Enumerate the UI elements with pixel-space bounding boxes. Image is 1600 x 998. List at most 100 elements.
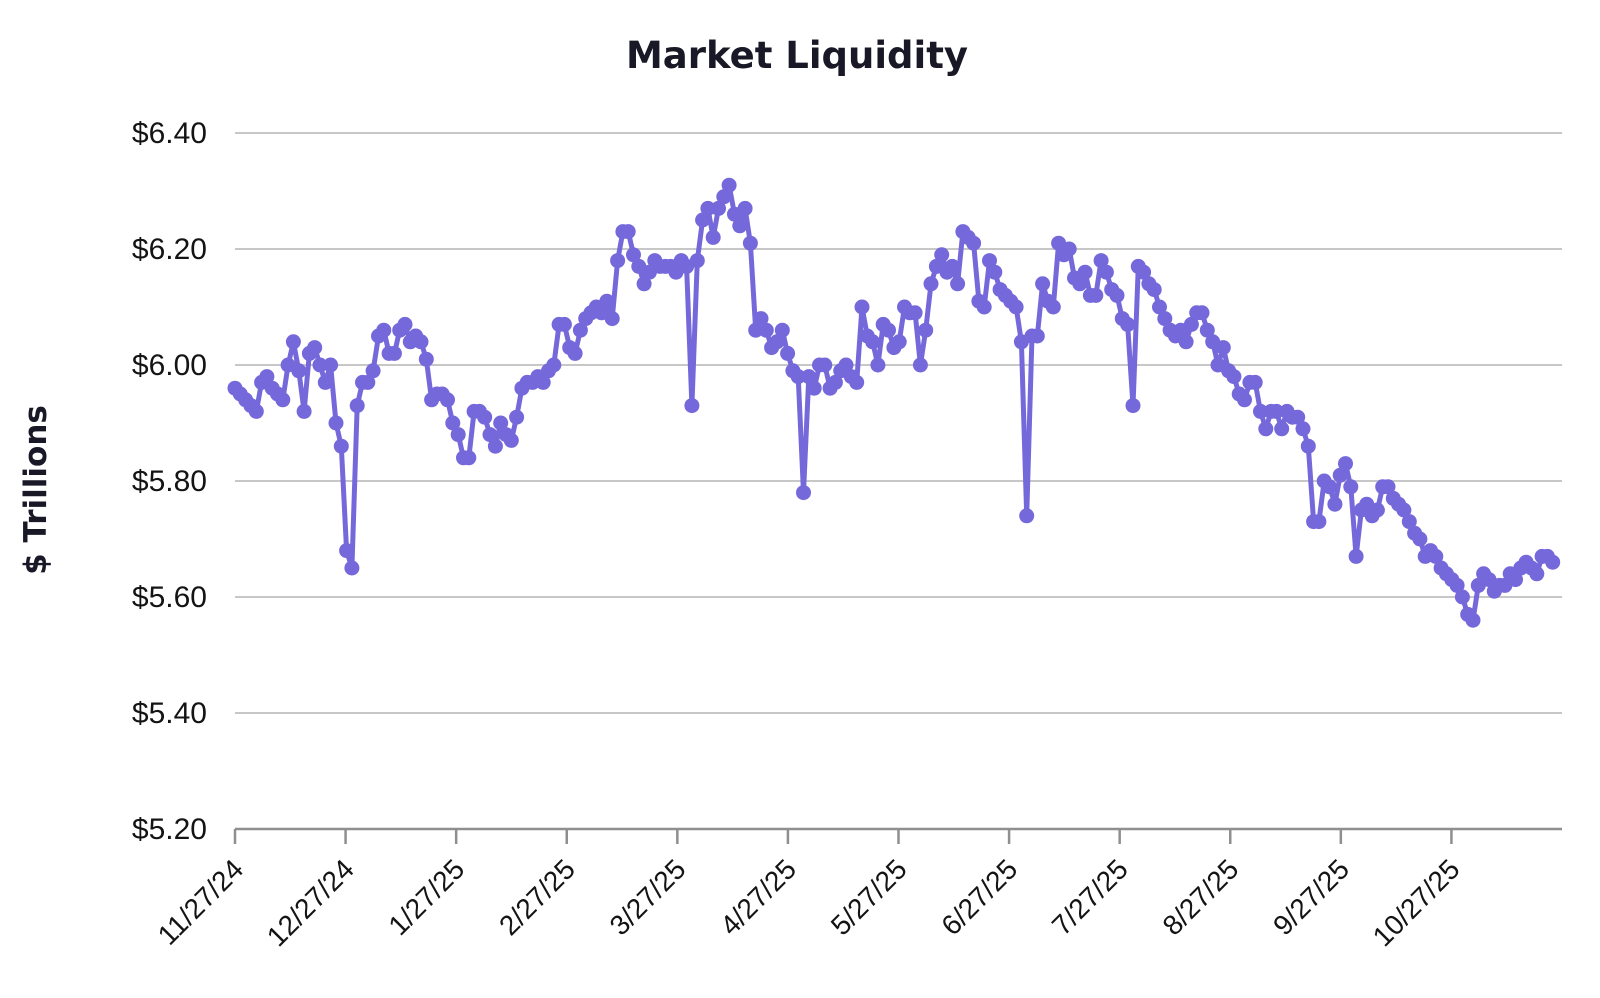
- data-point: [1098, 264, 1114, 280]
- x-tick-label: 5/27/25: [825, 853, 913, 941]
- x-tick-label: 6/27/25: [935, 853, 1023, 941]
- y-axis-title: $ Trillions: [18, 405, 54, 575]
- data-point: [323, 357, 339, 373]
- data-point: [1529, 566, 1545, 582]
- data-point: [1199, 322, 1215, 338]
- y-tick-label: $5.60: [132, 581, 207, 614]
- data-point: [1300, 438, 1316, 454]
- data-point: [907, 305, 923, 321]
- x-tick-label: 3/27/25: [604, 853, 692, 941]
- data-point: [535, 374, 551, 390]
- data-point: [1268, 403, 1284, 419]
- data-point: [333, 438, 349, 454]
- data-point: [1247, 374, 1263, 390]
- data-point: [482, 427, 498, 443]
- y-tick-label: $5.20: [132, 813, 207, 846]
- data-point: [742, 235, 758, 251]
- data-point: [966, 235, 982, 251]
- data-point: [923, 276, 939, 292]
- y-tick-label: $5.40: [132, 697, 207, 730]
- data-point: [689, 253, 705, 269]
- data-point: [1178, 334, 1194, 350]
- data-point: [1295, 421, 1311, 437]
- data-point: [328, 415, 344, 431]
- data-point: [285, 334, 301, 350]
- data-point: [349, 398, 365, 414]
- data-point: [817, 357, 833, 373]
- data-point: [450, 427, 466, 443]
- data-point: [344, 560, 360, 576]
- data-point: [556, 316, 572, 332]
- data-point: [503, 432, 519, 448]
- data-point: [849, 374, 865, 390]
- data-point: [1019, 508, 1035, 524]
- data-point: [1088, 287, 1104, 303]
- data-point: [684, 398, 700, 414]
- data-point: [445, 415, 461, 431]
- data-point: [626, 247, 641, 263]
- data-point: [976, 299, 992, 315]
- data-point: [1061, 241, 1077, 257]
- data-point: [296, 403, 312, 419]
- data-point: [1146, 282, 1162, 298]
- y-tick-label: $6.20: [132, 233, 207, 266]
- data-point: [1008, 299, 1024, 315]
- data-point: [1327, 496, 1343, 512]
- data-point: [711, 200, 726, 216]
- data-point: [1343, 479, 1359, 495]
- data-point: [1508, 572, 1523, 588]
- data-point: [360, 374, 376, 390]
- data-point: [737, 200, 753, 216]
- data-point: [854, 299, 870, 315]
- x-tick-label: 10/27/25: [1367, 853, 1466, 952]
- data-point: [753, 311, 769, 327]
- data-point: [248, 403, 264, 419]
- data-point: [418, 351, 434, 367]
- data-point: [769, 334, 785, 350]
- data-point: [912, 357, 928, 373]
- data-point: [891, 334, 907, 350]
- data-point: [636, 276, 652, 292]
- data-point: [774, 322, 790, 338]
- data-point: [440, 392, 455, 408]
- data-point: [493, 415, 509, 431]
- data-point: [386, 345, 402, 361]
- data-point: [1380, 479, 1396, 495]
- data-point: [1274, 421, 1290, 437]
- chart-title: Market Liquidity: [626, 34, 968, 77]
- data-point: [695, 212, 711, 228]
- data-point: [546, 357, 562, 373]
- data-point: [1401, 514, 1417, 530]
- data-point: [620, 224, 636, 240]
- data-point: [275, 392, 291, 408]
- data-point: [934, 247, 950, 263]
- data-point: [1157, 311, 1173, 327]
- data-point: [1072, 276, 1088, 292]
- data-point: [827, 374, 843, 390]
- data-point: [604, 311, 620, 327]
- data-point: [1120, 316, 1136, 332]
- data-point: [780, 345, 796, 361]
- data-point: [376, 322, 392, 338]
- data-point: [365, 363, 381, 379]
- data-point: [461, 450, 477, 466]
- data-point: [1226, 369, 1242, 385]
- data-point: [1332, 467, 1348, 483]
- data-point: [748, 322, 764, 338]
- data-point: [700, 200, 716, 216]
- data-point: [721, 177, 737, 193]
- y-tick-label: $6.40: [132, 117, 207, 150]
- data-point: [806, 380, 822, 396]
- data-point: [1258, 421, 1274, 437]
- x-tick-label: 4/27/25: [714, 853, 802, 941]
- data-point: [317, 374, 333, 390]
- data-point: [987, 264, 1003, 280]
- data-point: [758, 322, 774, 338]
- data-point: [312, 357, 328, 373]
- data-point: [397, 316, 413, 332]
- data-point: [599, 293, 615, 309]
- data-point: [796, 485, 811, 501]
- x-tick-label: 2/27/25: [493, 853, 581, 941]
